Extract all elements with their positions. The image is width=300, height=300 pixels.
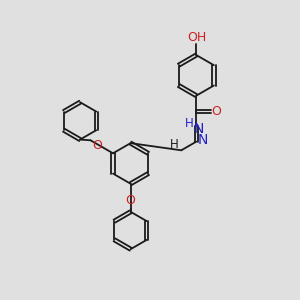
Text: N: N (194, 122, 205, 136)
Text: H: H (170, 138, 179, 152)
Text: O: O (212, 105, 221, 118)
Text: OH: OH (188, 31, 207, 44)
Text: O: O (126, 194, 136, 207)
Text: O: O (93, 139, 103, 152)
Text: N: N (198, 133, 208, 147)
Text: H: H (185, 117, 194, 130)
